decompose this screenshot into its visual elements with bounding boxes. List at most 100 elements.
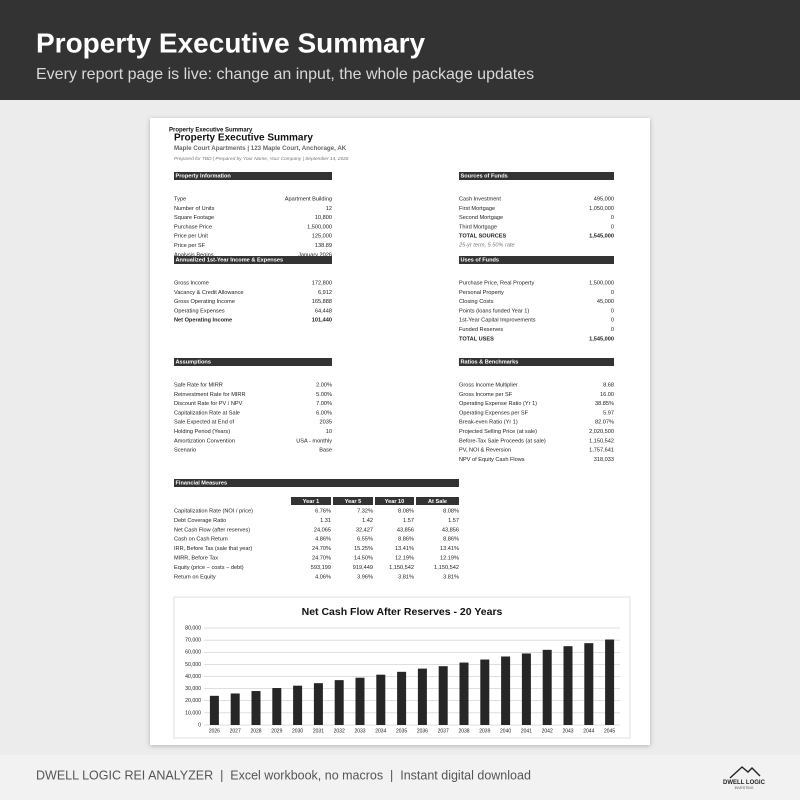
x-tick-label: 2038 [458, 728, 469, 734]
x-tick-label: 2037 [438, 728, 449, 734]
row-label: Projected Selling Price (at sale) [459, 429, 537, 435]
report-address: Maple Court Apartments | 123 Maple Court… [174, 145, 347, 152]
x-tick-label: 2026 [209, 728, 220, 734]
row-value: 2.00% [316, 382, 332, 388]
row-label: Gross Income Multiplier [459, 382, 518, 388]
section-header [174, 358, 332, 366]
y-tick-label: 20,000 [185, 698, 201, 704]
row-value: January 2026 [298, 252, 332, 258]
row-label: Gross Income per SF [459, 392, 513, 398]
bar [542, 649, 552, 725]
row-value: 138.89 [315, 243, 332, 249]
cell-value: 13.41% [395, 546, 414, 552]
cell-value: 1.42 [362, 518, 373, 524]
cell-value: 919,449 [353, 565, 373, 571]
row-label: PV, NOI & Reversion [459, 448, 511, 454]
row-label: Personal Property [459, 290, 504, 296]
row-value: 0 [611, 215, 614, 221]
header-band [0, 0, 800, 100]
section-header [174, 479, 459, 487]
row-label: Debt Coverage Ratio [174, 518, 226, 524]
row-label: Gross Income [174, 280, 209, 286]
column-header [333, 497, 373, 505]
column-title: At Sale [428, 499, 447, 505]
bar [521, 653, 531, 725]
cell-value: 24,065 [314, 527, 331, 533]
bar [459, 662, 469, 725]
row-label: TOTAL SOURCES [459, 234, 507, 240]
x-tick-label: 2040 [500, 728, 511, 734]
cell-value: 4.86% [315, 537, 331, 543]
bar [293, 685, 303, 725]
y-tick-label: 80,000 [185, 625, 201, 631]
row-label: Purchase Price [174, 224, 212, 230]
logo-icon [729, 766, 761, 779]
y-tick-label: 0 [198, 722, 201, 728]
row-label: Operating Expenses [174, 308, 225, 314]
row-label: Before-Tax Sale Proceeds (at sale) [459, 438, 546, 444]
cell-value: 6.55% [357, 537, 373, 543]
row-value: 1,500,000 [589, 280, 614, 286]
section-header [459, 358, 614, 366]
cell-value: 3.96% [357, 574, 373, 580]
logo-subtext: INVESTING [735, 786, 754, 790]
cell-value: 1,150,542 [434, 565, 459, 571]
bar [272, 688, 282, 725]
row-value: 125,000 [312, 234, 332, 240]
bar [501, 656, 511, 725]
bar [605, 639, 615, 725]
x-tick-label: 2027 [230, 728, 241, 734]
footer-text: DWELL LOGIC REI ANALYZER | Excel workboo… [36, 768, 531, 782]
cell-value: 593,199 [311, 565, 331, 571]
row-value: 82.07% [595, 420, 614, 426]
row-label: Net Operating Income [174, 318, 232, 324]
cell-value: 14.50% [354, 555, 373, 561]
cell-value: 4.06% [315, 574, 331, 580]
cell-value: 15.25% [354, 546, 373, 552]
x-tick-label: 2034 [375, 728, 386, 734]
cell-value: 12.19% [440, 555, 459, 561]
row-label: Points (loans funded Year 1) [459, 308, 529, 314]
row-label: Square Footage [174, 215, 214, 221]
x-tick-label: 2030 [292, 728, 303, 734]
header-title: Property Executive Summary [36, 27, 425, 58]
row-label: Operating Expenses per SF [459, 410, 529, 416]
row-value: 38.85% [595, 401, 614, 407]
row-value: USA - monthly [296, 438, 332, 444]
chart-title: Net Cash Flow After Reserves - 20 Years [302, 606, 503, 618]
section-header [459, 256, 614, 264]
x-tick-label: 2045 [604, 728, 615, 734]
row-value: 6.00% [316, 410, 332, 416]
cell-value: 1.57 [448, 518, 459, 524]
row-label: Net Cash Flow (after reserves) [174, 527, 250, 533]
cell-value: 3.81% [443, 574, 459, 580]
x-tick-label: 2035 [396, 728, 407, 734]
bar [209, 695, 219, 725]
section-header [459, 172, 614, 180]
x-tick-label: 2042 [542, 728, 553, 734]
x-tick-label: 2039 [479, 728, 490, 734]
y-tick-label: 60,000 [185, 650, 201, 656]
row-value: Apartment Building [285, 196, 332, 202]
cell-value: 24.70% [312, 546, 331, 552]
row-value: 5.97 [603, 410, 614, 416]
row-value: 0 [611, 224, 614, 230]
row-value: 495,000 [594, 196, 614, 202]
cell-value: 32,427 [356, 527, 373, 533]
row-label: MIRR, Before Tax [174, 555, 218, 561]
row-label: TOTAL USES [459, 336, 494, 342]
row-label: Closing Costs [459, 299, 494, 305]
tab-title: Property Executive Summary [169, 128, 253, 134]
bar [480, 659, 490, 725]
y-tick-label: 50,000 [185, 662, 201, 668]
cell-value: 1,150,542 [389, 565, 414, 571]
cell-value: 6.76% [315, 508, 331, 514]
row-label: Capitalization Rate (NOI / price) [174, 508, 253, 514]
row-label: Purchase Price, Real Property [459, 280, 534, 286]
row-label: Reinvestment Rate for MIRR [174, 392, 246, 398]
report-prepared: Prepared for TBD | Prepared by Your Name… [174, 156, 349, 162]
row-label: Cash Investment [459, 196, 501, 202]
row-label: Discount Rate for PV / NPV [174, 401, 243, 407]
x-tick-label: 2028 [250, 728, 261, 734]
